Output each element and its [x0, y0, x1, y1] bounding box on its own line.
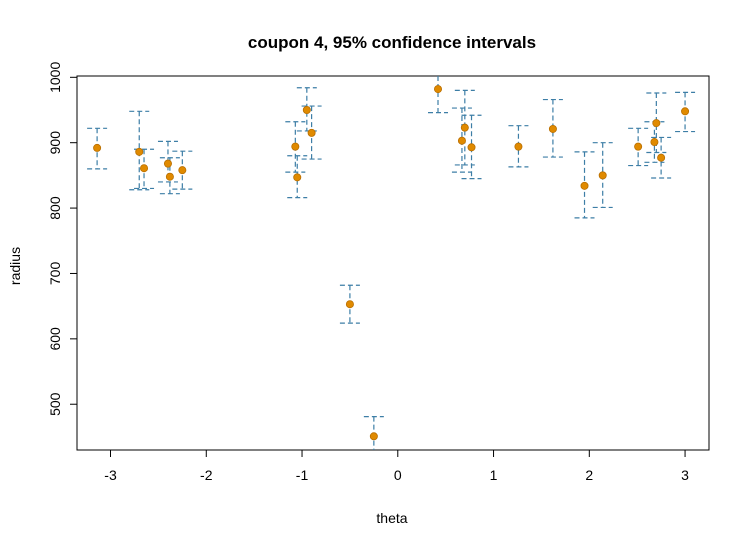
data-point — [140, 164, 149, 173]
data-point — [293, 173, 302, 182]
data-point — [598, 171, 607, 180]
y-tick-label: 500 — [47, 392, 63, 416]
data-point — [307, 128, 316, 137]
data-points — [93, 85, 690, 441]
x-tick-label: 3 — [681, 467, 689, 483]
data-point — [135, 147, 144, 156]
x-tick-label: -1 — [296, 467, 309, 483]
data-point — [165, 172, 174, 181]
data-point — [634, 142, 643, 151]
data-point — [178, 166, 187, 175]
data-point — [457, 136, 466, 145]
data-point — [93, 143, 102, 152]
y-tick-label: 600 — [47, 327, 63, 351]
plot-frame — [76, 75, 710, 451]
x-tick-label: -2 — [200, 467, 213, 483]
y-tick-label: 800 — [47, 196, 63, 220]
data-point — [302, 106, 311, 115]
data-point — [163, 159, 172, 168]
y-axis-label: radius — [7, 247, 23, 285]
y-tick-label: 700 — [47, 262, 63, 286]
data-point — [681, 107, 690, 116]
chart-title: coupon 4, 95% confidence intervals — [248, 33, 536, 52]
data-point — [657, 153, 666, 162]
y-axis: 500 600 700 800 900 1000 — [47, 62, 78, 416]
x-axis: -3 -2 -1 0 1 2 3 — [104, 449, 689, 483]
y-tick-label: 900 — [47, 131, 63, 155]
data-point — [580, 181, 589, 190]
x-tick-label: 2 — [585, 467, 593, 483]
x-axis-label: theta — [376, 510, 407, 526]
data-point — [345, 300, 354, 309]
confidence-intervals — [87, 76, 696, 450]
x-tick-label: -3 — [104, 467, 117, 483]
data-point — [548, 124, 557, 133]
data-point — [652, 119, 661, 128]
data-point — [291, 142, 300, 151]
data-point — [369, 432, 378, 441]
data-point — [514, 142, 523, 151]
y-tick-label: 1000 — [47, 62, 63, 93]
data-point — [650, 138, 659, 147]
data-point — [434, 85, 443, 94]
x-tick-label: 1 — [490, 467, 498, 483]
data-point — [467, 143, 476, 152]
data-point — [460, 123, 469, 132]
x-tick-label: 0 — [394, 467, 402, 483]
